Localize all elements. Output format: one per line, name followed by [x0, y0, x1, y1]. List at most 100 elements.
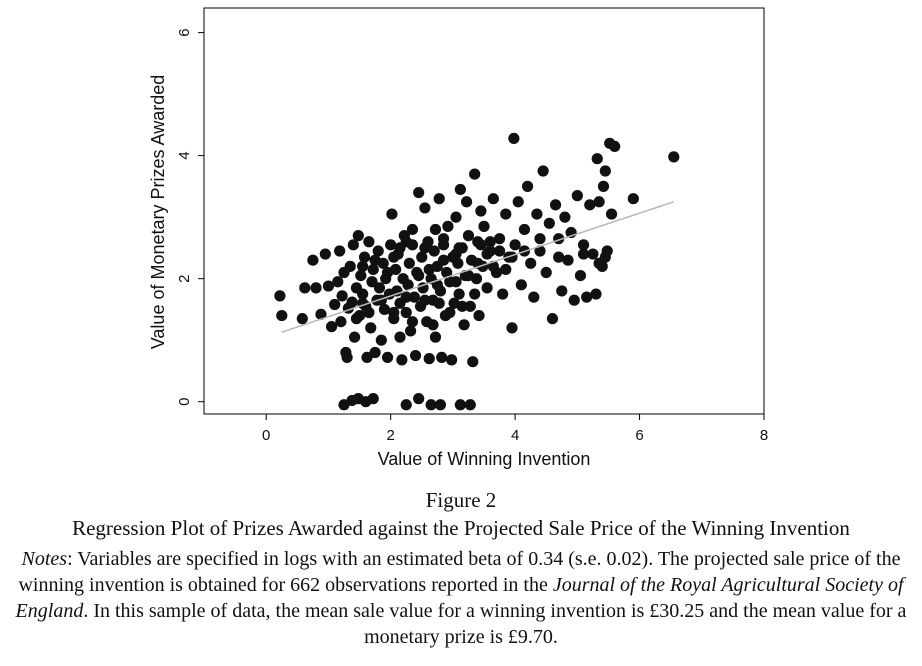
scatter-point [419, 294, 431, 306]
scatter-point [434, 399, 447, 411]
scatter-point [508, 132, 520, 145]
scatter-point [404, 325, 417, 337]
scatter-point [402, 279, 414, 291]
notes-text-1: : Variables are specified in logs with a… [18, 548, 901, 596]
scatter-point [454, 183, 466, 196]
scatter-point [521, 180, 534, 192]
scatter-point [553, 251, 565, 263]
scatter-point [358, 251, 371, 263]
scatter-point [388, 251, 400, 263]
scatter-point [568, 294, 580, 306]
scatter-point [369, 254, 381, 266]
scatter-point [469, 288, 481, 300]
scatter-point [350, 313, 363, 325]
scatter-point [400, 291, 412, 303]
scatter-point [346, 296, 358, 308]
scatter-point [341, 351, 353, 364]
scatter-point [394, 331, 406, 343]
scatter-point [481, 248, 493, 260]
scatter-point [442, 220, 454, 232]
scatter-point [344, 260, 356, 272]
scatter-point [437, 254, 450, 266]
scatter-point [391, 285, 403, 297]
scatter-point [367, 393, 379, 405]
scatter-point [417, 282, 429, 294]
scatter-point [518, 223, 531, 236]
scatter-point [400, 306, 412, 319]
scatter-point [400, 399, 412, 411]
x-tick-label: 4 [511, 427, 519, 444]
scatter-point [388, 306, 400, 319]
figure-notes: Notes: Variables are specified in logs w… [0, 546, 922, 650]
scatter-point [587, 248, 599, 260]
scatter-point [446, 354, 458, 366]
scatter-point [453, 288, 465, 300]
scatter-point [500, 263, 512, 276]
scatter-point [406, 223, 419, 236]
y-tick-label: 6 [176, 28, 193, 36]
scatter-point [574, 269, 587, 282]
scatter-point [381, 266, 394, 279]
scatter-point [593, 196, 605, 208]
scatter-point [406, 316, 419, 328]
scatter-point [456, 300, 468, 312]
scatter-point [403, 257, 415, 269]
scatter-point [363, 306, 375, 319]
scatter-point [668, 151, 680, 163]
scatter-point [335, 316, 347, 328]
figure-title: Regression Plot of Prizes Awarded agains… [72, 516, 850, 540]
y-tick-label: 2 [176, 274, 193, 282]
scatter-point [413, 393, 425, 405]
scatter-point [484, 236, 496, 248]
scatter-point [381, 351, 394, 364]
scatter-point [475, 205, 487, 217]
scatter-point [534, 245, 546, 257]
scatter-point [385, 239, 397, 251]
scatter-point [452, 257, 464, 269]
scatter-point [534, 233, 546, 245]
scatter-point [590, 288, 602, 300]
scatter-point [329, 298, 341, 311]
scatter-point [467, 356, 479, 368]
scatter-point [599, 251, 611, 263]
scatter-point [543, 217, 555, 229]
scatter-point [556, 285, 568, 297]
scatter-point [276, 309, 288, 322]
scatter-point [419, 242, 431, 254]
scatter-point [525, 257, 537, 269]
scatter-point [559, 211, 571, 223]
x-tick-label: 8 [760, 427, 768, 444]
scatter-point [428, 245, 440, 257]
scatter-point [464, 300, 476, 312]
scatter-point [366, 276, 378, 288]
scatter-point [515, 279, 527, 291]
scatter-point [325, 321, 338, 333]
plot-frame [203, 7, 765, 415]
scatter-point [355, 269, 367, 282]
scatter-point [433, 297, 445, 309]
scatter-point [627, 193, 639, 205]
scatter-point [436, 351, 448, 364]
figure-label: Figure 2 [425, 488, 497, 512]
scatter-point [427, 319, 439, 331]
scatter-point [408, 291, 420, 303]
scatter-point [584, 199, 596, 211]
scatter-point [454, 399, 466, 411]
scatter-point [481, 282, 493, 294]
scatter-point [597, 180, 610, 192]
scatter-point [478, 220, 490, 232]
scatter-point [416, 251, 428, 263]
scatter-point [497, 288, 509, 300]
scatter-point [332, 276, 344, 288]
scatter-point [357, 260, 369, 272]
x-tick-label: 2 [386, 427, 394, 444]
scatter-point [609, 140, 621, 153]
y-axis-label: Value of Monetary Prizes Awarded [148, 75, 168, 349]
scatter-point [352, 230, 364, 242]
scatter-point [419, 202, 431, 214]
scatter-point [549, 199, 562, 211]
scatter-point [413, 269, 425, 282]
scatter-point [363, 236, 375, 248]
x-tick-label: 0 [262, 427, 270, 444]
scatter-point [361, 351, 373, 364]
